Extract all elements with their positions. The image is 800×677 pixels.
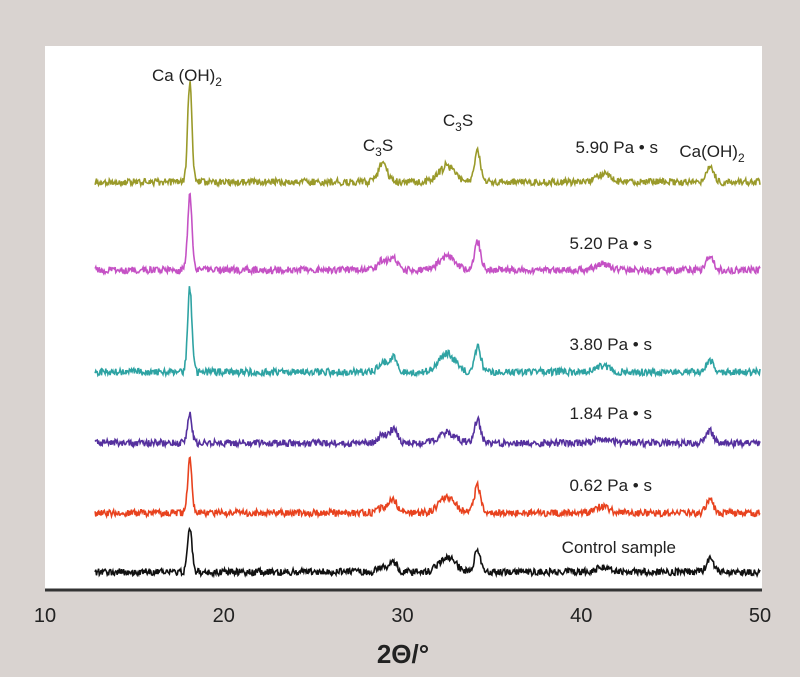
series-line	[94, 81, 761, 189]
series-label: Control sample	[562, 538, 676, 557]
series-label: 1.84 Pa • s	[569, 404, 652, 423]
peak-annotation: Ca (OH)2	[152, 66, 222, 89]
series-label: 3.80 Pa • s	[569, 335, 652, 354]
x-tick-label: 10	[34, 605, 56, 627]
plot-area	[45, 46, 762, 590]
series-line	[94, 526, 761, 579]
peak-annotation: Ca(OH)2	[679, 142, 745, 165]
series-line	[94, 456, 761, 520]
x-tick-label: 20	[213, 605, 235, 627]
peak-annotation: C3S	[443, 111, 473, 134]
series-label: 0.62 Pa • s	[569, 476, 652, 495]
x-tick-label: 30	[391, 605, 413, 627]
x-axis-label: 2Θ/°	[377, 639, 429, 669]
series-line	[94, 192, 761, 277]
x-tick-label: 40	[570, 605, 592, 627]
series-label: 5.20 Pa • s	[569, 234, 652, 253]
x-tick-label: 50	[749, 605, 771, 627]
peak-annotation: C3S	[363, 136, 393, 159]
series-line	[94, 411, 761, 450]
series-label: 5.90 Pa • s	[575, 138, 658, 157]
series-line	[94, 286, 761, 379]
